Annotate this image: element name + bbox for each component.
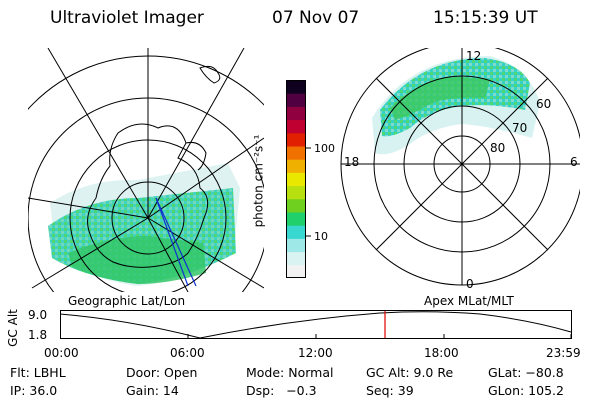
- satellite-ground-track: [155, 197, 189, 287]
- colorbar-segment: [286, 146, 306, 160]
- colorbar-tick-10: 10: [314, 230, 328, 243]
- colorbar-tick-100: 100: [314, 142, 335, 155]
- mode-status: Mode: Normal: [246, 365, 334, 380]
- time-tick-1200: 12:00: [298, 346, 333, 360]
- time-tick-1800: 18:00: [424, 346, 459, 360]
- altitude-plot: [60, 310, 572, 339]
- colorbar-segment: [286, 93, 306, 107]
- colorbar-axis: 100 10: [306, 142, 335, 243]
- mlat-label-70: 70: [512, 121, 527, 135]
- mlt-label-12: 12: [466, 49, 481, 63]
- colorbar-segment: [286, 159, 306, 173]
- time-tick-0000: 00:00: [44, 346, 79, 360]
- colorbar-segment: [286, 251, 306, 266]
- colorbar-segment: [286, 80, 306, 94]
- satellite-ground-track-2: [155, 197, 197, 287]
- ip-status: IP: 36.0: [10, 383, 58, 398]
- colorbar-segment: [286, 132, 306, 147]
- colorbar-segment: [286, 172, 306, 187]
- colorbar-segment: [286, 264, 306, 279]
- coastline: [87, 123, 209, 268]
- colorbar-segment: [286, 225, 306, 239]
- mlat-label-60: 60: [536, 97, 551, 111]
- mlt-label-0: 0: [466, 277, 474, 291]
- colorbar-segment: [286, 185, 306, 200]
- aurora-core-right: [390, 76, 490, 120]
- colorbar-border: [286, 80, 306, 278]
- geo-longitude-status: GLon: 105.2: [488, 383, 564, 398]
- time-label: 15:15:39 UT: [433, 8, 538, 28]
- door-status: Door: Open: [126, 365, 198, 380]
- altitude-tick-min: 1.8: [28, 328, 48, 342]
- altitude-curve: [60, 311, 572, 339]
- time-tick-0600: 06:00: [170, 346, 205, 360]
- colorbar-unit-label: photon cm⁻²s⁻¹: [251, 134, 266, 228]
- time-tick-2359: 23:59: [546, 346, 581, 360]
- colorbar-segment: [286, 119, 306, 134]
- dsp-status: Dsp: −0.3: [246, 383, 317, 398]
- island-coastline: [199, 65, 221, 84]
- colorbar-segment: [286, 198, 306, 213]
- magnetic-local-time-dial: 12 18 6 0 60 70 80: [340, 48, 580, 291]
- date-label: 07 Nov 07: [272, 8, 360, 28]
- colorbar-segment: [286, 238, 306, 253]
- gc-altitude-status: GC Alt: 9.0 Re: [366, 365, 454, 380]
- colorbar-gradient: [286, 80, 306, 279]
- altitude-tick-max: 9.0: [28, 308, 48, 322]
- mlat-label-80: 80: [490, 141, 505, 155]
- sequence-status: Seq: 39: [366, 383, 414, 398]
- colorbar-segment: [286, 106, 306, 121]
- geo-latitude-status: GLat: −80.8: [488, 365, 564, 380]
- altitude-axis-label: GC Alt: [5, 309, 20, 347]
- aurora-core-left: [68, 236, 206, 284]
- instrument-title: Ultraviolet Imager: [50, 8, 204, 28]
- peninsula-coastline: [185, 142, 207, 171]
- geographic-map: [28, 48, 264, 292]
- mlt-label-18: 18: [344, 155, 359, 169]
- magnetic-map-caption: Apex MLat/MLT: [424, 294, 514, 308]
- filter-status: Flt: LBHL: [10, 365, 66, 380]
- geographic-map-caption: Geographic Lat/Lon: [68, 294, 186, 308]
- gain-status: Gain: 14: [126, 383, 179, 398]
- colorbar-segment: [286, 212, 306, 226]
- mlt-label-6: 6: [570, 155, 578, 169]
- colorbar: [286, 80, 306, 279]
